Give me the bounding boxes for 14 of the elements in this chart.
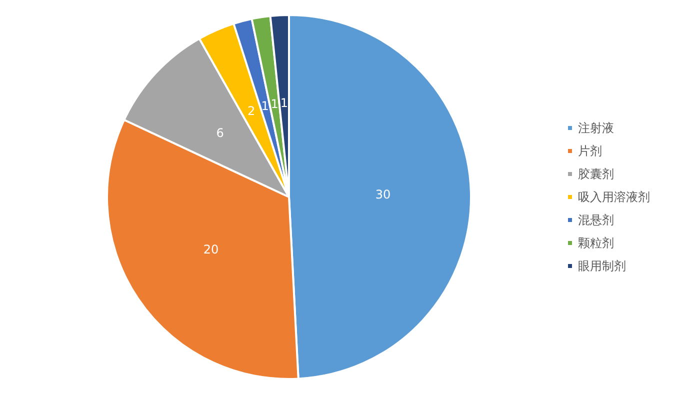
data-label: 20 bbox=[203, 242, 219, 256]
legend-label: 片剂 bbox=[578, 144, 602, 158]
data-label: 2 bbox=[248, 104, 256, 118]
data-label: 1 bbox=[270, 97, 278, 112]
data-label: 6 bbox=[216, 126, 224, 140]
legend-label: 吸入用溶液剂 bbox=[578, 190, 650, 204]
legend-label: 胶囊剂 bbox=[578, 167, 614, 181]
data-label: 1 bbox=[280, 96, 288, 110]
legend-label: 眼用制剂 bbox=[578, 259, 626, 273]
legend-label: 颗粒剂 bbox=[578, 236, 614, 250]
legend-label: 混悬剂 bbox=[578, 213, 614, 227]
data-label: 30 bbox=[375, 188, 391, 202]
data-label: 1 bbox=[261, 99, 269, 114]
legend-label: 注射液 bbox=[578, 121, 614, 135]
